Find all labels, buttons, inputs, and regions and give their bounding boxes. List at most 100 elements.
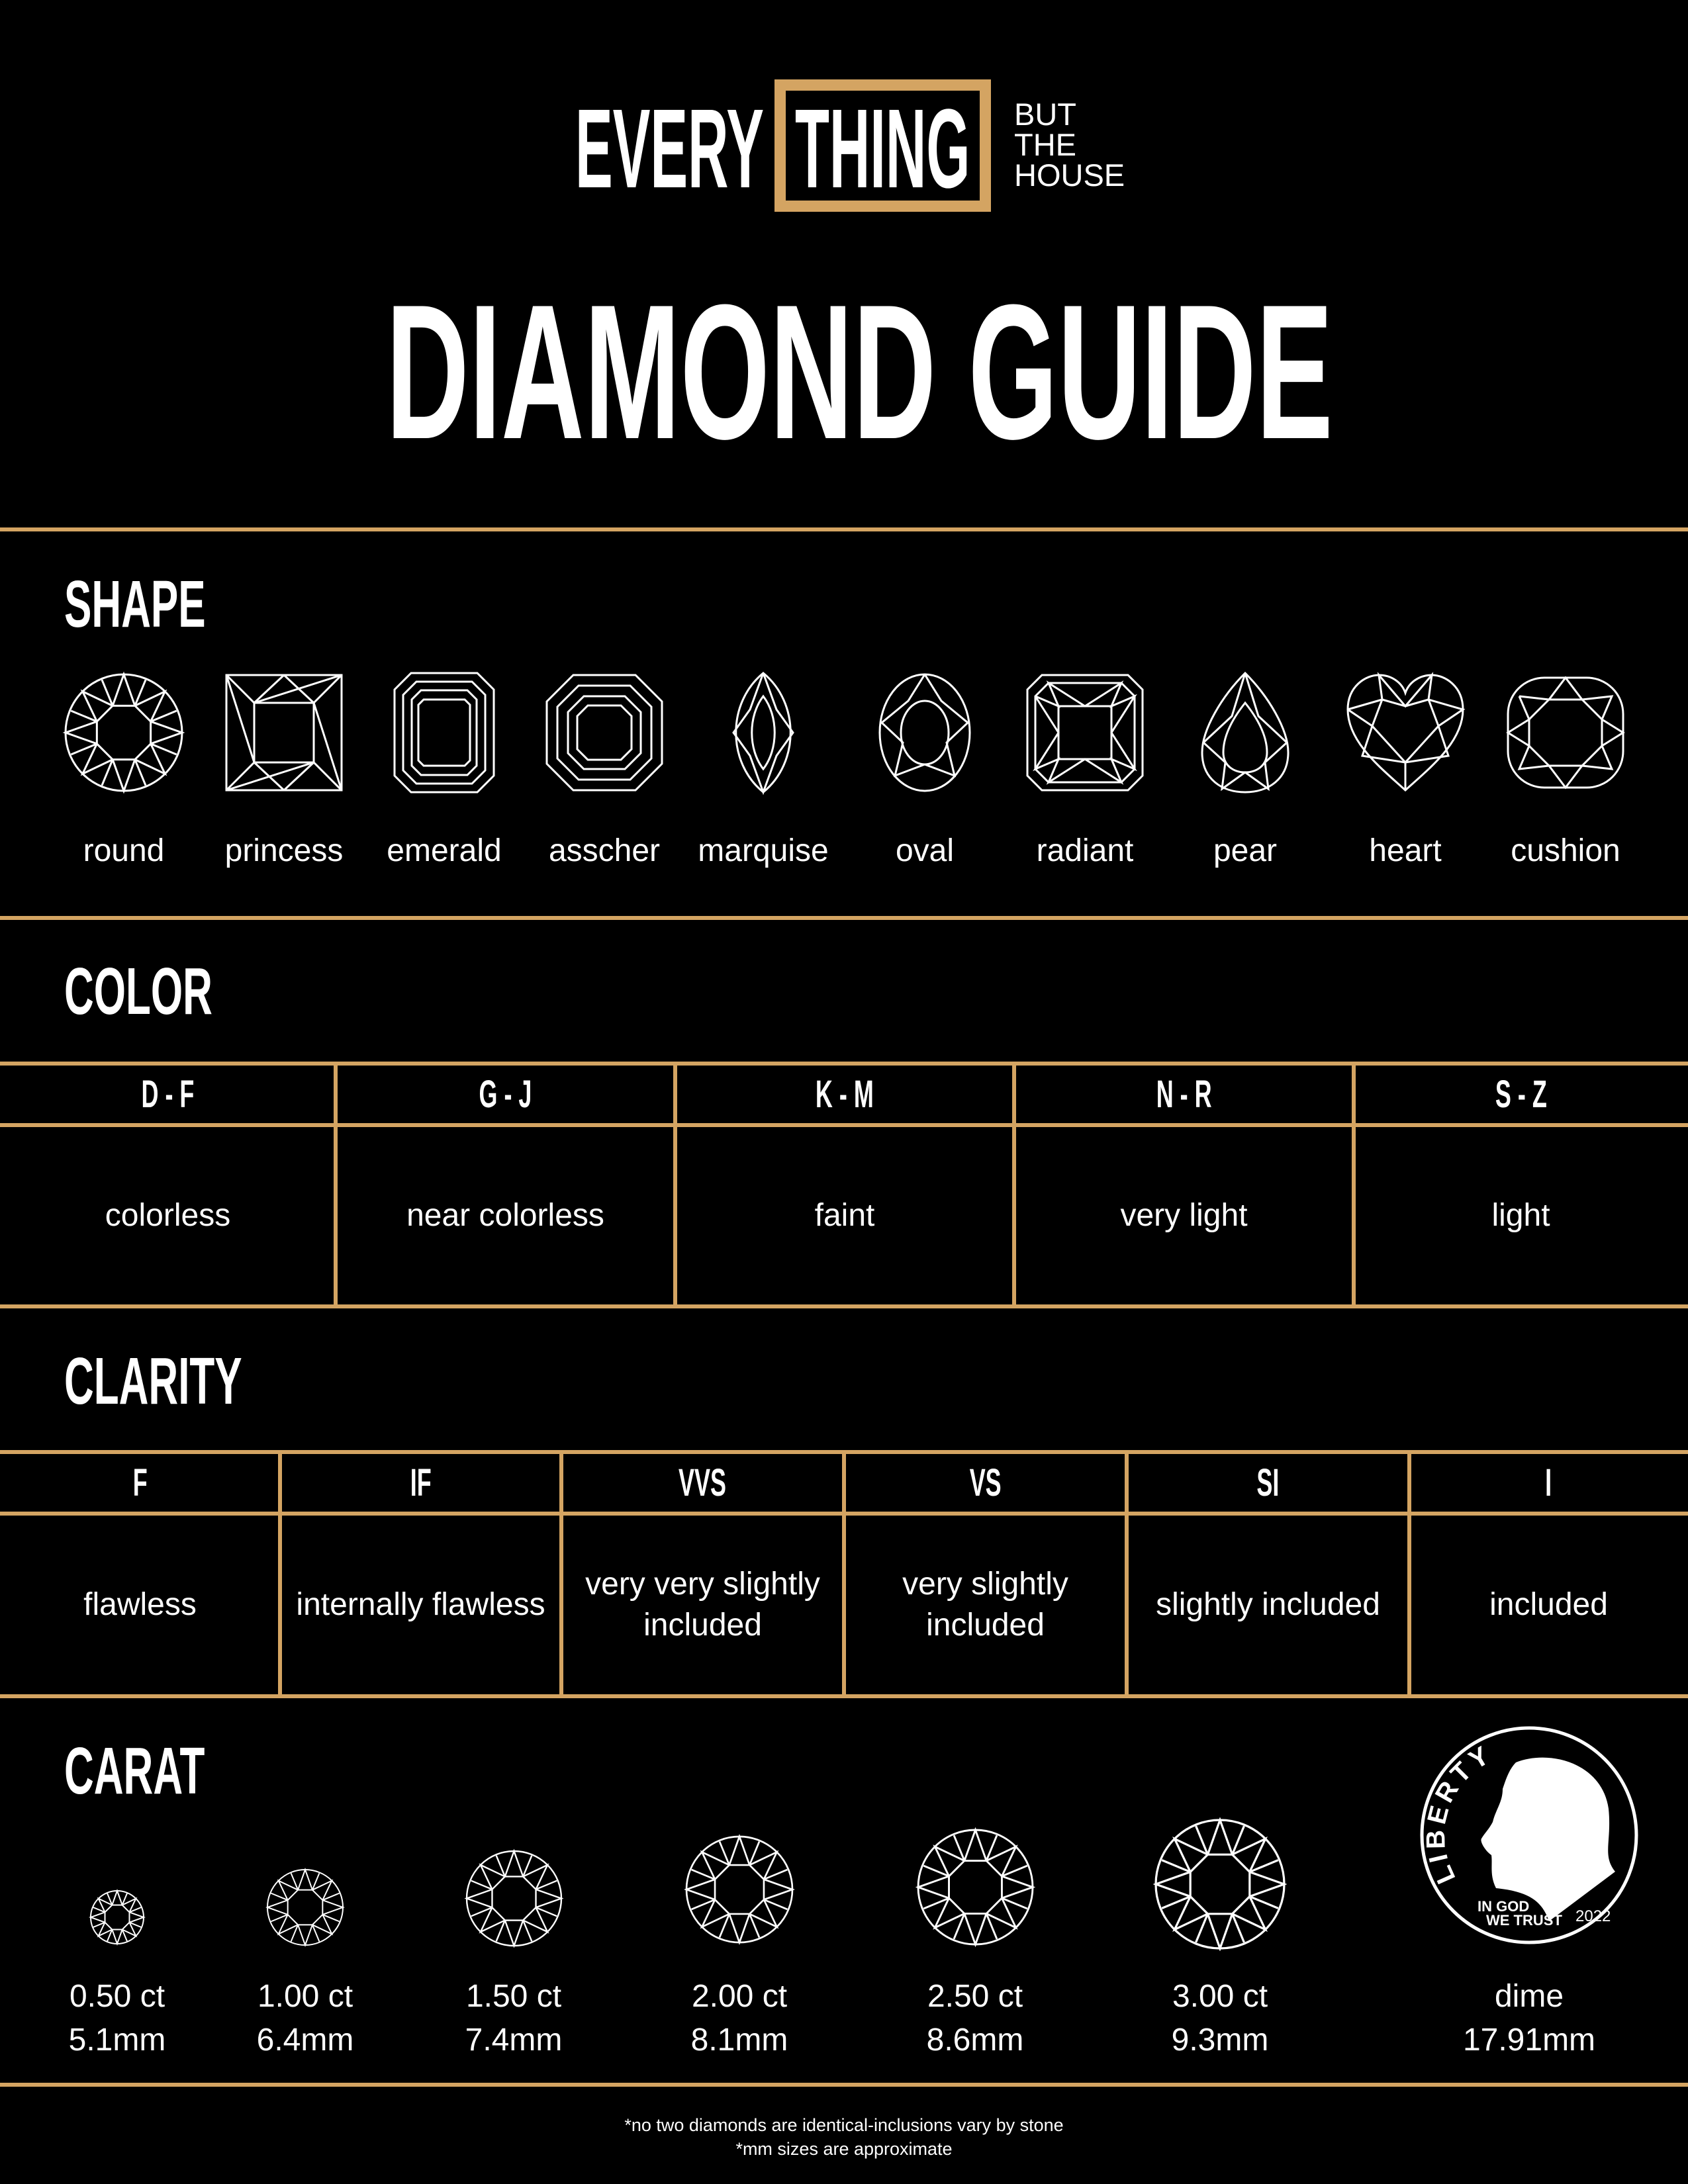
shape-radiant: radiant: [1006, 670, 1164, 869]
pear-diamond-icon: [1201, 671, 1289, 794]
clarity-description: very slightly included: [902, 1567, 1068, 1643]
color-description: light: [1491, 1198, 1550, 1233]
shape-label: oval: [895, 833, 955, 868]
table-border: [0, 1304, 1688, 1308]
shape-label: asscher: [548, 833, 661, 868]
clarity-description: slightly included: [1156, 1587, 1380, 1622]
carat-size: 5.1mm: [68, 2023, 166, 2058]
table-divider: [334, 1062, 338, 1308]
shape-emerald: emerald: [365, 670, 524, 869]
dime-size: 17.91mm: [1462, 2023, 1596, 2058]
carat-item: 1.00 ct 6.4mm: [206, 1975, 404, 2062]
logo: EVERY THING BUT THE HOUSE: [575, 79, 1131, 215]
color-grade: S - Z: [1495, 1073, 1547, 1116]
dime-label: dime: [1494, 1979, 1564, 2014]
table-divider: [1012, 1062, 1016, 1308]
carat-weight: 1.00 ct: [257, 1979, 353, 2014]
asscher-diamond-icon: [545, 674, 663, 792]
section-heading-color: COLOR: [64, 954, 212, 1028]
carat-diamond-icon: [1153, 1817, 1287, 1951]
carat-diamond-icon: [265, 1868, 345, 1947]
page-title: DIAMOND GUIDE: [386, 265, 1333, 479]
clarity-grade: SI: [1256, 1461, 1280, 1504]
divider: [0, 527, 1688, 531]
dime-motto-1: IN GOD: [1477, 1898, 1529, 1915]
shape-princess: princess: [205, 670, 363, 869]
logo-box: [774, 79, 991, 212]
shape-pear: pear: [1166, 670, 1325, 869]
radiant-diamond-icon: [1026, 674, 1144, 792]
marquise-diamond-icon: [732, 672, 794, 796]
clarity-grade: IF: [410, 1461, 432, 1504]
table-border: [0, 1123, 1688, 1127]
table-divider: [559, 1450, 563, 1698]
logo-but: BUT: [1014, 97, 1076, 132]
carat-item: 3.00 ct 9.3mm: [1121, 1975, 1319, 2062]
clarity-description: flawless: [83, 1587, 197, 1622]
dime-coin: LIBERTY IN GOD WE TRUST 2022: [1417, 1723, 1642, 1948]
logo-house: HOUSE: [1014, 158, 1125, 193]
dime-motto-2: WE TRUST: [1486, 1912, 1562, 1929]
heart-diamond-icon: [1346, 672, 1466, 792]
carat-item: 2.00 ct 8.1mm: [640, 1975, 839, 2062]
logo-every: EVERY: [575, 86, 765, 212]
clarity-grade: VS: [969, 1461, 1002, 1504]
carat-diamond-icon: [89, 1889, 146, 1946]
shape-label: cushion: [1511, 833, 1620, 868]
carat-size: 8.6mm: [926, 2023, 1024, 2058]
footnote: *mm sizes are approximate: [735, 2139, 953, 2159]
shape-label: radiant: [1036, 833, 1134, 868]
footnotes: *no two diamonds are identical-inclusion…: [0, 2113, 1688, 2161]
clarity-grade: I: [1545, 1461, 1552, 1504]
table-border: [0, 1062, 1688, 1066]
logo-the: THE: [1014, 127, 1076, 162]
table-divider: [1352, 1062, 1356, 1308]
table-divider: [673, 1062, 677, 1308]
shape-asscher: asscher: [525, 670, 684, 869]
carat-size: 6.4mm: [256, 2023, 354, 2058]
table-divider: [1407, 1450, 1411, 1698]
princess-diamond-icon: [225, 674, 343, 792]
section-heading-clarity: CLARITY: [64, 1344, 242, 1418]
carat-weight: 0.50 ct: [69, 1979, 165, 2014]
carat-weight: 2.00 ct: [691, 1979, 788, 2014]
shape-label: heart: [1369, 833, 1442, 868]
cushion-diamond-icon: [1506, 676, 1625, 790]
shape-label: marquise: [698, 833, 829, 868]
section-heading-shape: SHAPE: [64, 567, 206, 641]
carat-size: 9.3mm: [1171, 2023, 1269, 2058]
color-grade: N - R: [1156, 1073, 1212, 1116]
clarity-description: included: [1489, 1587, 1608, 1622]
dime-year: 2022: [1575, 1907, 1611, 1925]
shape-label: emerald: [387, 833, 502, 868]
carat-weight: 1.50 ct: [465, 1979, 562, 2014]
color-description: near colorless: [406, 1198, 604, 1233]
carat-weight: 2.50 ct: [927, 1979, 1023, 2014]
color-grade: D - F: [141, 1073, 195, 1116]
clarity-description: internally flawless: [296, 1587, 545, 1622]
color-grade: K - M: [816, 1073, 874, 1116]
carat-diamond-icon: [463, 1848, 564, 1948]
table-divider: [278, 1450, 282, 1698]
carat-diamond-icon: [915, 1827, 1035, 1947]
carat-item: 0.50 ct 5.1mm: [18, 1975, 216, 2062]
logo-thing: THING: [795, 86, 970, 212]
dime-icon: LIBERTY IN GOD WE TRUST 2022: [1420, 1726, 1638, 1944]
shape-label: pear: [1213, 833, 1278, 868]
round-diamond-icon: [62, 671, 185, 794]
carat-weight: 3.00 ct: [1172, 1979, 1268, 2014]
divider: [0, 2083, 1688, 2087]
shape-round: round: [44, 670, 203, 869]
dime-liberty: LIBERTY: [1421, 1739, 1493, 1888]
color-description: faint: [814, 1198, 875, 1233]
carat-size: 8.1mm: [690, 2023, 788, 2058]
carat-item: 1.50 ct 7.4mm: [414, 1975, 613, 2062]
svg-text:LIBERTY: LIBERTY: [1421, 1739, 1497, 1888]
divider: [0, 916, 1688, 920]
carat-size: 7.4mm: [465, 2023, 563, 2058]
color-grade: G - J: [479, 1073, 532, 1116]
clarity-description: very very slightly included: [585, 1567, 820, 1643]
section-heading-carat: CARAT: [64, 1734, 205, 1808]
color-description: colorless: [105, 1198, 231, 1233]
table-divider: [1125, 1450, 1129, 1698]
